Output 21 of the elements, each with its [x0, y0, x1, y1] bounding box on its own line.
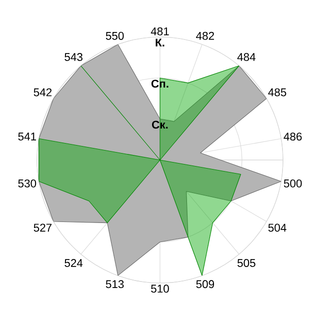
- y-tick-label: Ск.: [152, 120, 168, 129]
- spoke-label: 543: [64, 53, 82, 61]
- spoke-label: 486: [284, 132, 302, 141]
- spoke-label: 550: [106, 32, 124, 40]
- spoke-label: 513: [106, 280, 124, 288]
- spoke-label: 541: [18, 132, 36, 141]
- spoke-label: 482: [196, 32, 214, 40]
- spoke-label: 510: [151, 284, 169, 293]
- spoke-label: 542: [34, 88, 52, 96]
- spoke-label: 530: [18, 179, 36, 188]
- y-tick-label: К.: [156, 38, 164, 46]
- spoke-label: 524: [64, 259, 83, 267]
- spoke-label: 509: [196, 280, 214, 288]
- y-tick-label: Сп.: [151, 80, 168, 88]
- spoke-label: 500: [284, 179, 302, 188]
- spoke-label: 504: [268, 224, 286, 232]
- spoke-label: 484: [237, 53, 256, 61]
- spoke-label: 527: [34, 224, 52, 232]
- spoke-label: 505: [237, 259, 256, 267]
- spoke-label: 481: [150, 27, 169, 36]
- spoke-label: 485: [268, 88, 286, 96]
